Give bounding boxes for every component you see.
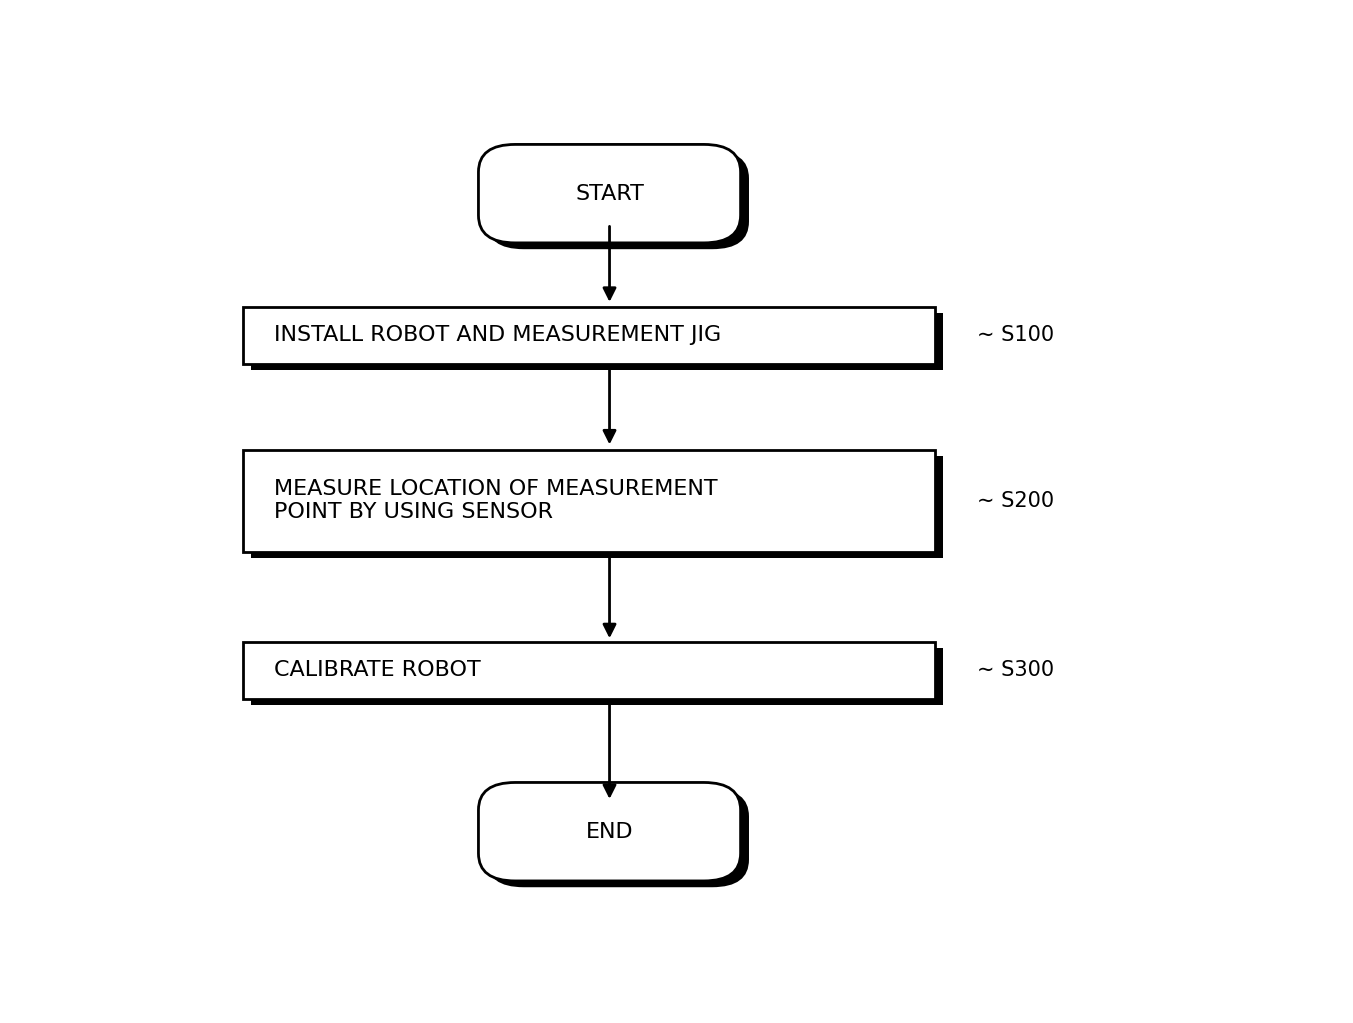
Bar [250, 313, 943, 370]
Text: START: START [575, 184, 644, 204]
Bar [250, 649, 943, 705]
FancyBboxPatch shape [487, 789, 750, 887]
FancyBboxPatch shape [479, 783, 740, 881]
Bar [250, 456, 943, 559]
Text: ∼ S100: ∼ S100 [977, 325, 1054, 346]
Bar [242, 307, 935, 364]
Text: ∼ S300: ∼ S300 [977, 660, 1054, 680]
Text: END: END [586, 821, 633, 842]
FancyBboxPatch shape [479, 144, 740, 242]
Bar [242, 641, 935, 699]
Text: ∼ S200: ∼ S200 [977, 491, 1054, 510]
Text: MEASURE LOCATION OF MEASUREMENT
POINT BY USING SENSOR: MEASURE LOCATION OF MEASUREMENT POINT BY… [273, 479, 717, 523]
Text: CALIBRATE ROBOT: CALIBRATE ROBOT [273, 660, 480, 680]
Bar [242, 450, 935, 552]
FancyBboxPatch shape [487, 150, 750, 250]
Text: INSTALL ROBOT AND MEASUREMENT JIG: INSTALL ROBOT AND MEASUREMENT JIG [273, 325, 721, 346]
